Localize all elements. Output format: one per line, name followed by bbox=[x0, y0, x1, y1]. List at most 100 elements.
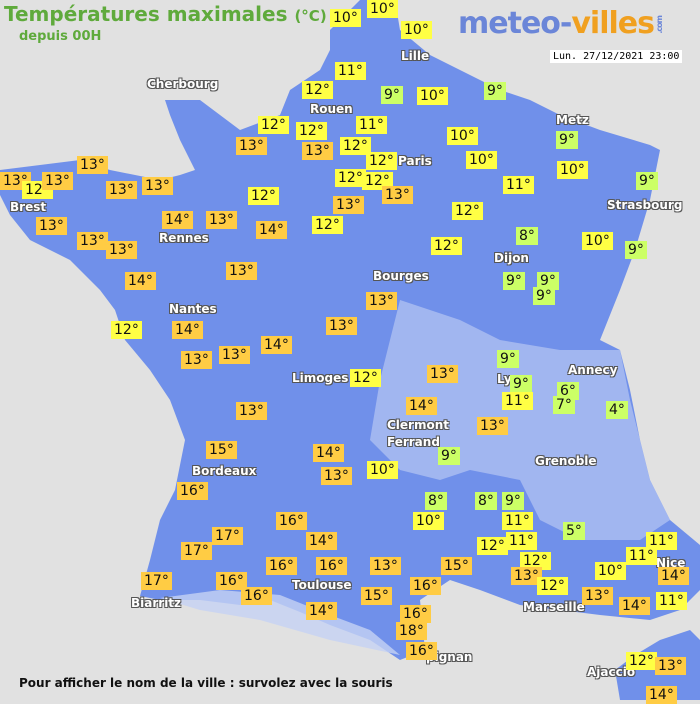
temperature-label[interactable]: 13° bbox=[321, 467, 352, 485]
temperature-label[interactable]: 14° bbox=[306, 602, 337, 620]
temperature-label[interactable]: 13° bbox=[206, 211, 237, 229]
city-label[interactable]: Marseille bbox=[523, 600, 585, 614]
temperature-label[interactable]: 16° bbox=[177, 482, 208, 500]
temperature-label[interactable]: 12° bbox=[452, 202, 483, 220]
city-label[interactable]: Paris bbox=[398, 154, 432, 168]
temperature-label[interactable]: 11° bbox=[502, 392, 533, 410]
city-label[interactable]: Rennes bbox=[159, 231, 209, 245]
temperature-label[interactable]: 9° bbox=[556, 131, 578, 149]
temperature-label[interactable]: 12° bbox=[626, 652, 657, 670]
temperature-label[interactable]: 16° bbox=[266, 557, 297, 575]
temperature-label[interactable]: 13° bbox=[382, 186, 413, 204]
city-label[interactable]: Ly bbox=[497, 372, 512, 386]
temperature-label[interactable]: 14° bbox=[306, 532, 337, 550]
temperature-label[interactable]: 12° bbox=[111, 321, 142, 339]
temperature-label[interactable]: 10° bbox=[447, 127, 478, 145]
temperature-label[interactable]: 12° bbox=[258, 116, 289, 134]
city-label[interactable]: Clermont bbox=[387, 418, 450, 432]
temperature-label[interactable]: 12° bbox=[296, 122, 327, 140]
temperature-label[interactable]: 14° bbox=[406, 397, 437, 415]
temperature-label[interactable]: 6° bbox=[557, 382, 579, 400]
city-label[interactable]: Dijon bbox=[494, 251, 529, 265]
temperature-label[interactable]: 17° bbox=[181, 542, 212, 560]
temperature-label[interactable]: 10° bbox=[557, 161, 588, 179]
temperature-label[interactable]: 11° bbox=[646, 532, 677, 550]
temperature-label[interactable]: 15° bbox=[206, 441, 237, 459]
temperature-label[interactable]: 18° bbox=[396, 622, 427, 640]
temperature-label[interactable]: 13° bbox=[226, 262, 257, 280]
temperature-label[interactable]: 11° bbox=[656, 592, 687, 610]
temperature-label[interactable]: 9° bbox=[533, 287, 555, 305]
temperature-label[interactable]: 11° bbox=[503, 176, 534, 194]
temperature-label[interactable]: 16° bbox=[410, 577, 441, 595]
temperature-label[interactable]: 14° bbox=[256, 221, 287, 239]
temperature-label[interactable]: 13° bbox=[142, 177, 173, 195]
city-label[interactable]: Metz bbox=[556, 113, 589, 127]
temperature-label[interactable]: 17° bbox=[212, 527, 243, 545]
temperature-label[interactable]: 13° bbox=[326, 317, 357, 335]
temperature-label[interactable]: 12° bbox=[366, 152, 397, 170]
temperature-label[interactable]: 16° bbox=[406, 642, 437, 660]
temperature-label[interactable]: 9° bbox=[503, 272, 525, 290]
city-label[interactable]: Rouen bbox=[310, 102, 353, 116]
temperature-label[interactable]: 13° bbox=[236, 137, 267, 155]
temperature-label[interactable]: 16° bbox=[241, 587, 272, 605]
temperature-label[interactable]: 12° bbox=[362, 172, 393, 190]
temperature-label[interactable]: 11° bbox=[356, 116, 387, 134]
temperature-label[interactable]: 17° bbox=[141, 572, 172, 590]
temperature-label[interactable]: 13° bbox=[477, 417, 508, 435]
city-label[interactable]: Annecy bbox=[568, 363, 618, 377]
temperature-label[interactable]: 13° bbox=[582, 587, 613, 605]
temperature-label[interactable]: 12° bbox=[335, 169, 366, 187]
city-label[interactable]: Limoges bbox=[292, 371, 349, 385]
temperature-label[interactable]: 8° bbox=[516, 227, 538, 245]
temperature-label[interactable]: 10° bbox=[582, 232, 613, 250]
temperature-label[interactable]: 12° bbox=[537, 577, 568, 595]
temperature-label[interactable]: 12° bbox=[477, 537, 508, 555]
city-label[interactable]: Biarritz bbox=[131, 596, 182, 610]
city-label[interactable]: Ferrand bbox=[387, 435, 440, 449]
temperature-label[interactable]: 12° bbox=[431, 237, 462, 255]
temperature-label[interactable]: 10° bbox=[595, 562, 626, 580]
city-label[interactable]: Toulouse bbox=[292, 578, 352, 592]
temperature-label[interactable]: 16° bbox=[316, 557, 347, 575]
temperature-label[interactable]: 13° bbox=[366, 292, 397, 310]
temperature-label[interactable]: 10° bbox=[466, 151, 497, 169]
temperature-label[interactable]: 4° bbox=[606, 401, 628, 419]
temperature-label[interactable]: 15° bbox=[361, 587, 392, 605]
temperature-label[interactable]: 12° bbox=[350, 369, 381, 387]
temperature-label[interactable]: 14° bbox=[162, 211, 193, 229]
city-label[interactable]: Ajaccio bbox=[587, 665, 636, 679]
temperature-label[interactable]: 13° bbox=[333, 196, 364, 214]
temperature-label[interactable]: 14° bbox=[261, 336, 292, 354]
temperature-label[interactable]: 13° bbox=[77, 156, 108, 174]
temperature-label[interactable]: 10° bbox=[367, 0, 398, 18]
temperature-label[interactable]: 9° bbox=[484, 82, 506, 100]
temperature-label[interactable]: 9° bbox=[625, 241, 647, 259]
temperature-label[interactable]: 8° bbox=[475, 492, 497, 510]
city-label[interactable]: Lille bbox=[401, 49, 430, 63]
temperature-label[interactable]: 9° bbox=[502, 492, 524, 510]
temperature-label[interactable]: 13° bbox=[36, 217, 67, 235]
temperature-label[interactable]: 16° bbox=[400, 605, 431, 623]
city-label[interactable]: Bourges bbox=[373, 269, 429, 283]
temperature-label[interactable]: 11° bbox=[335, 62, 366, 80]
temperature-label[interactable]: 10° bbox=[367, 461, 398, 479]
temperature-label[interactable]: 12° bbox=[340, 137, 371, 155]
temperature-label[interactable]: 13° bbox=[106, 181, 137, 199]
temperature-label[interactable]: 15° bbox=[441, 557, 472, 575]
temperature-label[interactable]: 9° bbox=[636, 172, 658, 190]
temperature-label[interactable]: 13° bbox=[427, 365, 458, 383]
city-label[interactable]: Nantes bbox=[169, 302, 217, 316]
temperature-label[interactable]: 14° bbox=[172, 321, 203, 339]
temperature-label[interactable]: 10° bbox=[413, 512, 444, 530]
temperature-label[interactable]: 13° bbox=[655, 657, 686, 675]
temperature-label[interactable]: 7° bbox=[553, 396, 575, 414]
temperature-label[interactable]: 10° bbox=[330, 9, 361, 27]
temperature-label[interactable]: 12° bbox=[248, 187, 279, 205]
temperature-label[interactable]: 11° bbox=[626, 547, 657, 565]
temperature-label[interactable]: 13° bbox=[77, 232, 108, 250]
temperature-label[interactable]: 9° bbox=[497, 350, 519, 368]
temperature-label[interactable]: 11° bbox=[506, 532, 537, 550]
city-label[interactable]: Strasbourg bbox=[607, 198, 683, 212]
